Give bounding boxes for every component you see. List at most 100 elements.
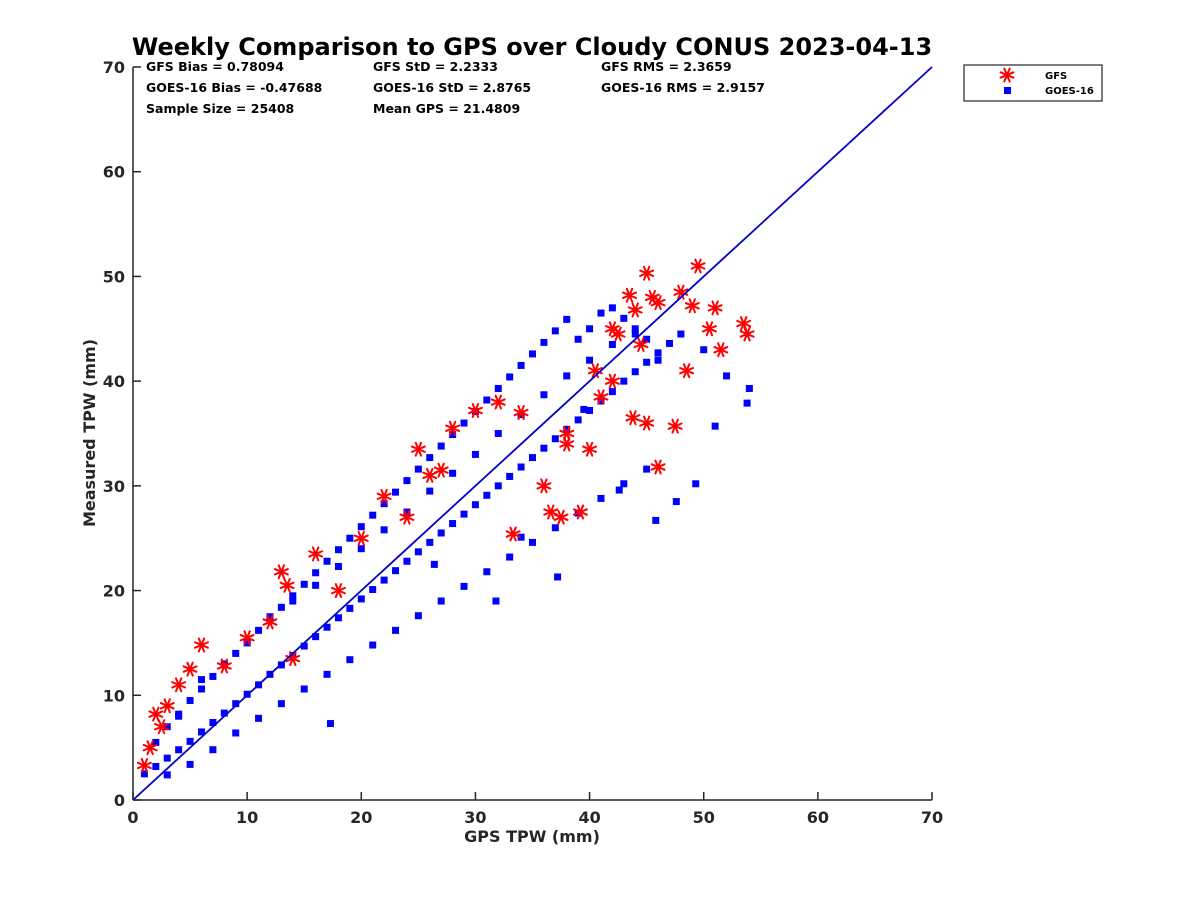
legend-gfs-asterisk <box>999 67 1015 83</box>
goes16-point <box>426 454 434 462</box>
gfs-point <box>216 658 232 674</box>
gfs-point <box>622 287 637 303</box>
goes16-point <box>369 641 377 649</box>
goes16-point <box>586 356 594 364</box>
gfs-point <box>182 661 198 677</box>
gfs-point <box>639 265 655 281</box>
goes16-point <box>369 511 377 519</box>
goes16-point <box>403 477 411 485</box>
goes16-point <box>323 623 331 631</box>
gfs-point <box>505 526 521 542</box>
goes16-point <box>597 494 605 502</box>
goes16-point <box>175 712 183 720</box>
goes16-point <box>540 444 548 452</box>
stat-gfs-rms: GFS RMS = 2.3659 <box>601 59 732 74</box>
stat-goes16-rms: GOES-16 RMS = 2.9157 <box>601 80 765 95</box>
goes16-point <box>403 508 411 516</box>
gfs-point <box>136 757 152 773</box>
goes16-point <box>346 656 354 664</box>
gfs-point <box>467 402 483 418</box>
goes16-point <box>197 676 205 684</box>
goes16-point <box>209 746 217 754</box>
goes16-point <box>643 335 651 343</box>
legend-box <box>963 64 1103 102</box>
gfs-point <box>713 342 729 358</box>
goes16-point <box>323 670 331 678</box>
gfs-point <box>559 436 575 452</box>
goes16-point <box>631 325 639 333</box>
y-tick-label: 50 <box>103 267 125 286</box>
goes16-point <box>483 396 491 404</box>
y-axis-label: Measured TPW (mm) <box>80 339 99 527</box>
goes16-point <box>551 524 559 532</box>
goes16-point <box>631 330 639 338</box>
goes16-point <box>430 560 438 568</box>
goes16-point <box>620 377 628 385</box>
goes16-point <box>608 388 616 396</box>
gfs-point <box>582 441 598 457</box>
gfs-point <box>422 467 438 483</box>
gfs-point <box>399 509 415 525</box>
gfs-point <box>308 546 324 562</box>
goes16-point <box>471 501 479 509</box>
goes16-point <box>197 728 205 736</box>
stat-mean-gps: Mean GPS = 21.4809 <box>373 101 520 116</box>
goes16-point <box>380 576 388 584</box>
goes16-point <box>449 469 457 477</box>
goes16-point <box>163 771 171 779</box>
line-layer <box>132 66 933 801</box>
y-tick-label: 30 <box>103 477 125 496</box>
goes16-point <box>300 580 308 588</box>
x-tick-label: 0 <box>127 808 138 827</box>
goes16-point <box>334 546 342 554</box>
goes16-point <box>326 720 334 728</box>
goes16-point <box>654 349 662 357</box>
goes16-point <box>494 482 502 490</box>
goes16-point <box>163 754 171 762</box>
goes16-point <box>289 592 297 600</box>
gfs-point <box>262 614 278 630</box>
gfs-point <box>650 295 666 311</box>
goes16-point <box>654 356 662 364</box>
goes16-point <box>414 612 422 620</box>
stat-gfs-std: GFS StD = 2.2333 <box>373 59 498 74</box>
gfs-point <box>279 577 295 593</box>
goes16-point <box>140 770 148 778</box>
goes16-point <box>312 569 320 577</box>
goes16-point <box>152 762 160 770</box>
chart-title: Weekly Comparison to GPS over Cloudy CON… <box>132 33 932 61</box>
stat-gfs-bias: GFS Bias = 0.78094 <box>146 59 284 74</box>
goes16-point <box>620 314 628 322</box>
goes16-point <box>357 523 365 531</box>
goes16-point <box>672 498 680 506</box>
goes16-point <box>437 597 445 605</box>
x-tick-label: 40 <box>578 808 600 827</box>
x-tick-label: 60 <box>807 808 829 827</box>
gfs-point <box>410 441 426 457</box>
goes16-point <box>574 335 582 343</box>
x-tick-label: 50 <box>693 808 715 827</box>
goes16-point <box>551 435 559 443</box>
goes16-point <box>615 486 623 494</box>
gfs-point <box>376 488 392 504</box>
goes16-point <box>665 339 673 347</box>
gfs-point <box>159 698 175 714</box>
gfs-point <box>627 302 643 318</box>
goes16-point <box>574 416 582 424</box>
goes16-point <box>414 548 422 556</box>
goes16-point <box>643 465 651 473</box>
goes16-point <box>517 361 525 369</box>
gfs-point <box>433 462 449 478</box>
goes16-point <box>652 516 660 524</box>
goes16-point <box>492 597 500 605</box>
goes16-point <box>580 405 588 413</box>
goes16-point <box>460 419 468 427</box>
gfs-point <box>353 530 369 546</box>
gfs-point <box>273 564 289 580</box>
goes16-point <box>506 373 514 381</box>
gfs-point <box>707 300 723 316</box>
goes16-point <box>186 760 194 768</box>
goes16-point <box>692 480 700 488</box>
gfs-point <box>513 405 529 421</box>
scatter-layer <box>136 258 755 779</box>
